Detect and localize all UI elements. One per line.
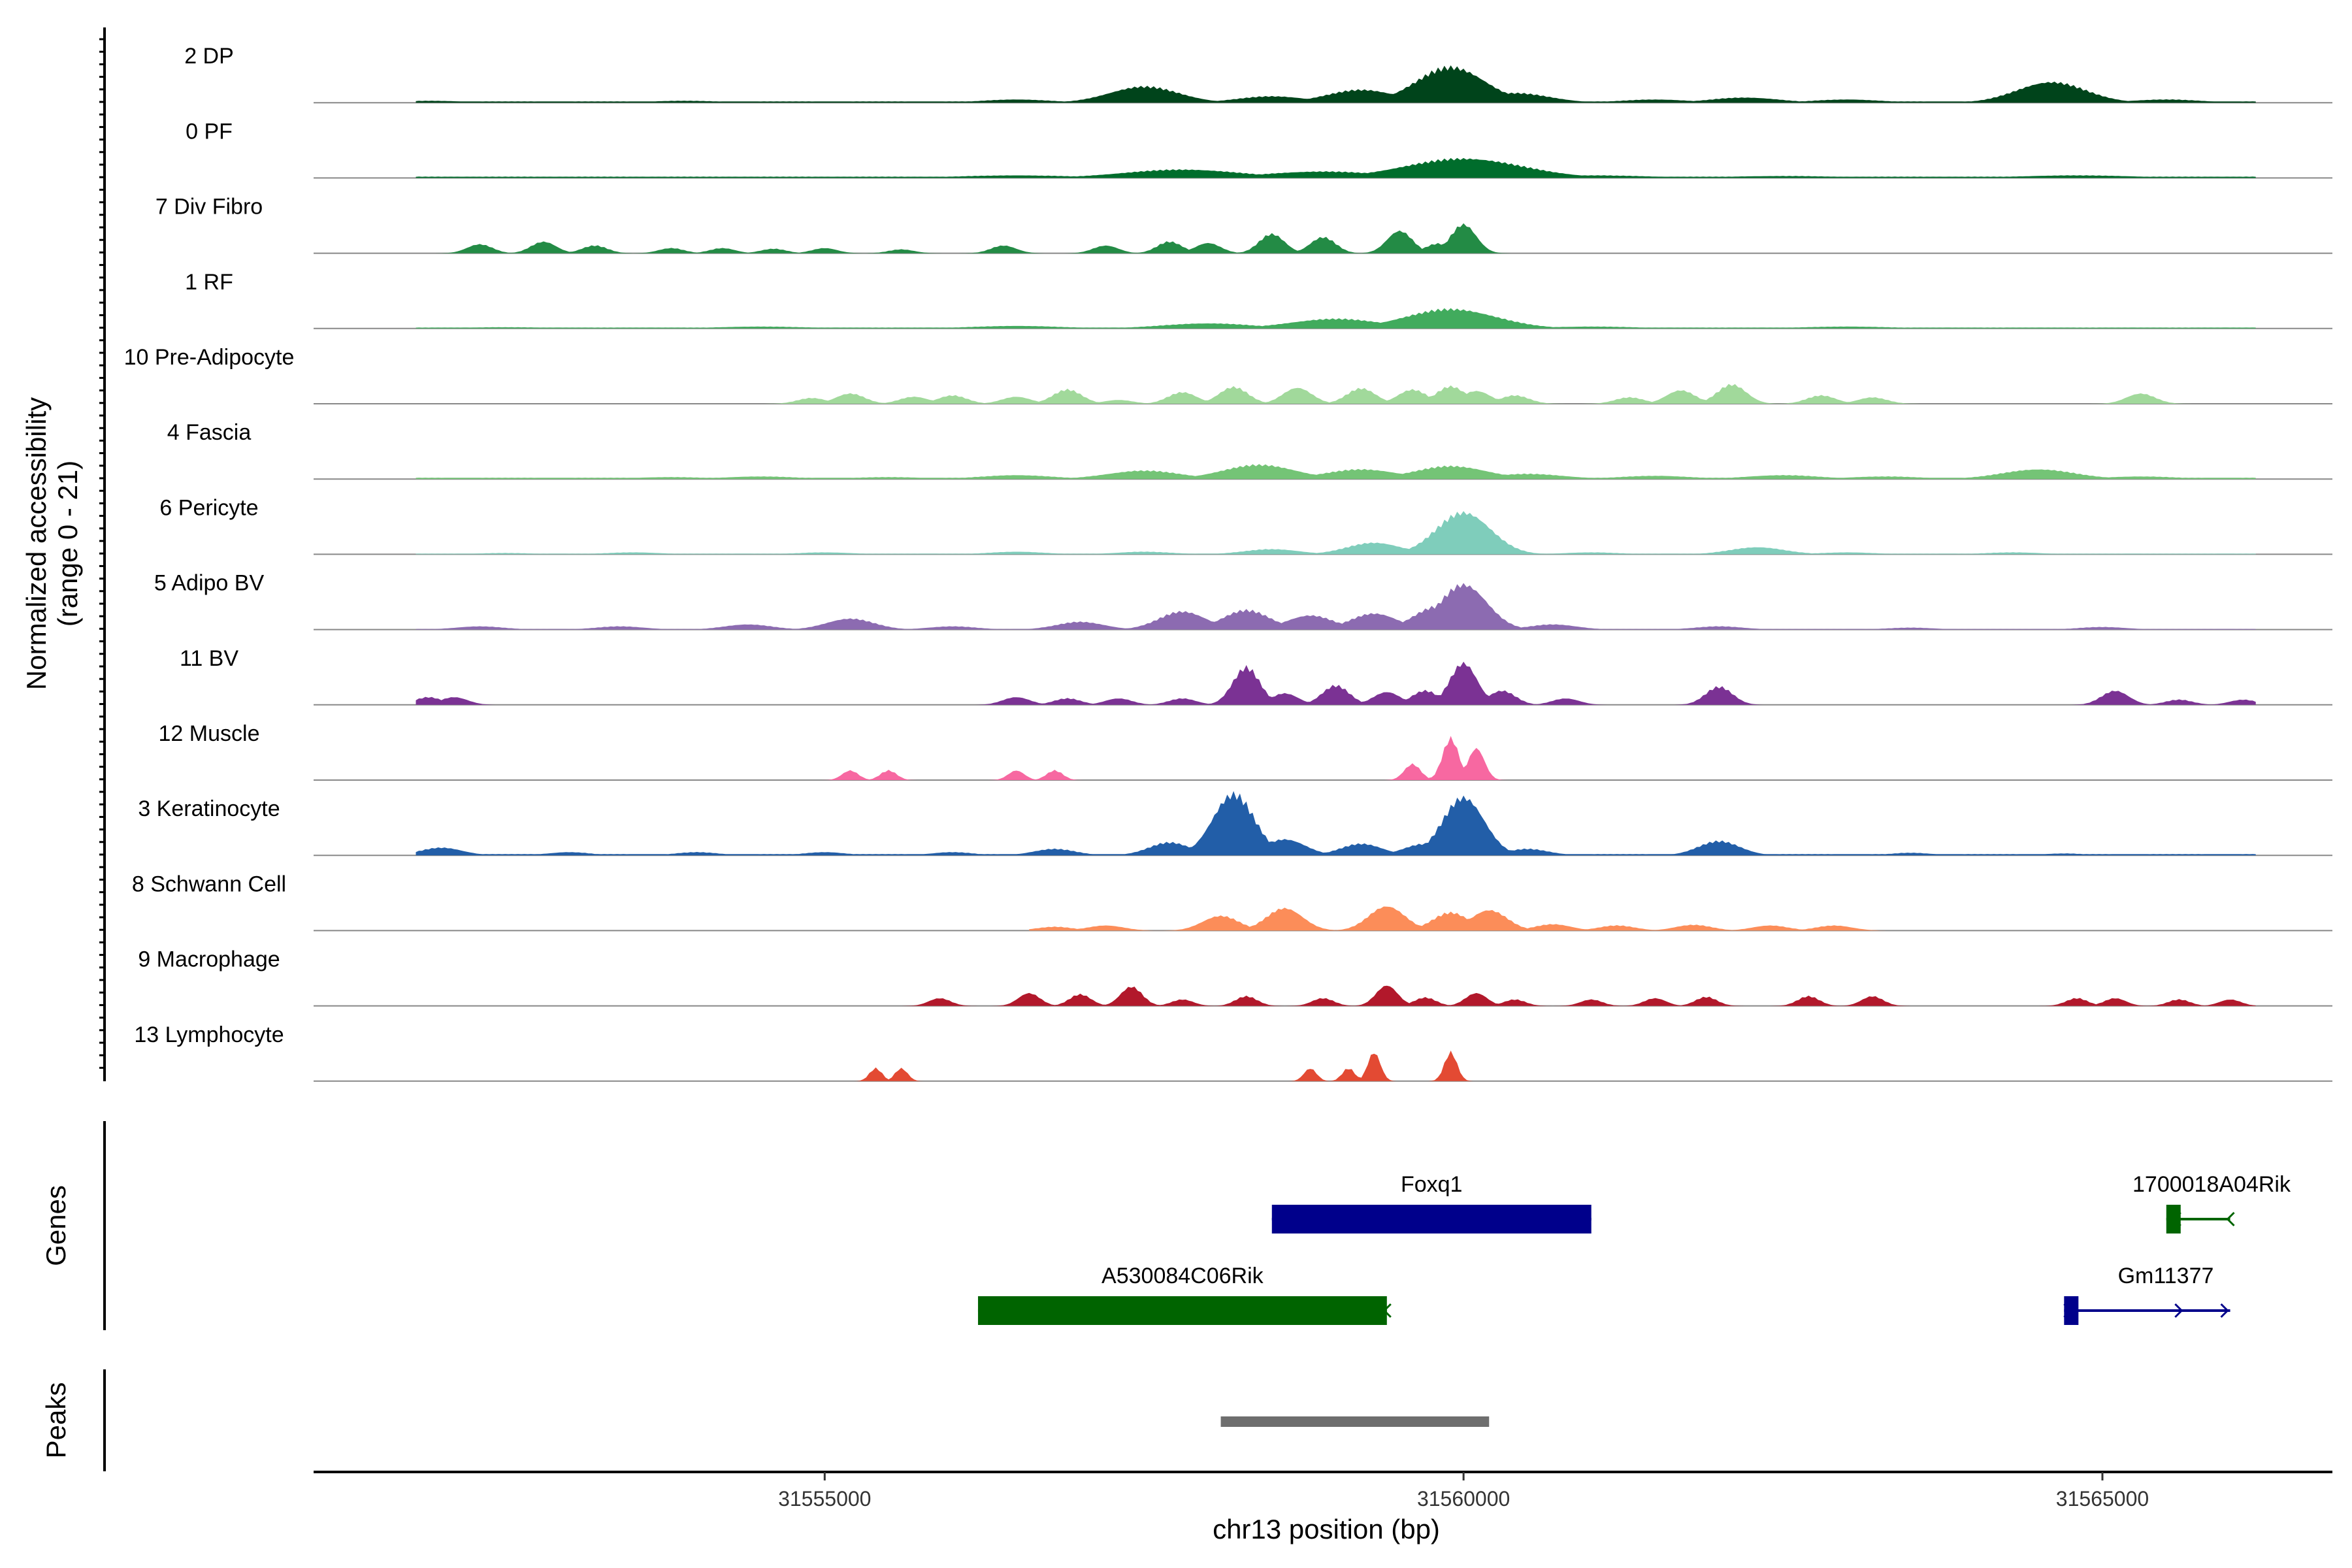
y-axis-range: (range 0 - 21) — [52, 461, 83, 627]
peaks-title: Peaks — [41, 1382, 71, 1459]
track-5-adipo-bv: 5 Adipo BV — [154, 571, 2332, 630]
track-label: 4 Fascia — [167, 420, 252, 445]
track-label: 8 Schwann Cell — [132, 872, 286, 896]
track-13-lymphocyte: 13 Lymphocyte — [134, 1022, 2332, 1082]
x-axis: 31555000 31560000 31565000 — [778, 1472, 2149, 1511]
tracks: 2 DP 0 PF 7 Div Fibro 1 RF 10 Pre-Adipocyte 4… — [124, 44, 2332, 1082]
strand-arrow — [2172, 1211, 2181, 1227]
track-label: 11 BV — [180, 646, 238, 671]
gene-a530084c06rik: A530084C06Rik — [977, 1264, 1392, 1325]
gene-label: 1700018A04Rik — [2132, 1172, 2291, 1197]
track-label: 3 Keratinocyte — [138, 796, 280, 821]
strand-arrow — [1581, 1211, 1590, 1227]
track-label: 9 Macrophage — [138, 947, 280, 972]
coverage-area — [1029, 906, 1886, 931]
strand-arrow — [1272, 1211, 1281, 1227]
gene-gm11377: Gm11377 — [2063, 1264, 2230, 1325]
coverage-area — [416, 65, 2256, 103]
gene-foxq1: Foxq1 — [1271, 1172, 1592, 1233]
coverage-area — [416, 583, 2256, 630]
x-tick-label: 31560000 — [1417, 1487, 1510, 1511]
track-label: 7 Div Fibro — [155, 195, 263, 220]
coverage-area — [416, 384, 2256, 404]
strand-arrow — [2174, 1303, 2183, 1318]
strand-arrow — [2220, 1303, 2229, 1318]
track-11-bv: 11 BV — [180, 646, 2332, 706]
track-6-pericyte: 6 Pericyte — [159, 495, 2332, 555]
gene-label: Foxq1 — [1401, 1172, 1463, 1197]
strand-arrow — [984, 1303, 994, 1318]
track-label: 0 PF — [186, 119, 233, 144]
gene-1700018a04rik: 1700018A04Rik — [2132, 1172, 2291, 1233]
coverage-area — [416, 223, 2256, 253]
track-3-keratinocyte: 3 Keratinocyte — [138, 791, 2332, 857]
track-0-pf: 0 PF — [186, 119, 2332, 179]
track-label: 12 Muscle — [159, 721, 260, 746]
coverage-area — [416, 736, 2256, 780]
track-label: 6 Pericyte — [159, 495, 258, 520]
y-axis — [99, 27, 106, 1081]
gene-exon — [1271, 1205, 1592, 1233]
gene-track: Foxq1 1700018A04Rik A530084C06Rik Gm11377 — [977, 1172, 2291, 1325]
track-10-pre-adipocyte: 10 Pre-Adipocyte — [124, 345, 2332, 404]
strand-arrow — [2226, 1211, 2235, 1227]
track-2-dp: 2 DP — [184, 44, 2332, 104]
coverage-area — [416, 511, 2256, 555]
track-9-macrophage: 9 Macrophage — [138, 947, 2332, 1007]
strand-arrow — [2063, 1303, 2072, 1318]
gene-label: A530084C06Rik — [1102, 1264, 1264, 1288]
coverage-area — [416, 464, 2256, 480]
y-axis-title: Normalized accessibility — [21, 397, 52, 690]
track-label: 5 Adipo BV — [154, 571, 265, 596]
track-label: 1 RF — [185, 270, 233, 295]
track-12-muscle: 12 Muscle — [159, 721, 2332, 781]
coverage-area — [416, 1051, 2256, 1081]
x-tick-label: 31555000 — [778, 1487, 871, 1511]
track-label: 13 Lymphocyte — [134, 1022, 284, 1047]
track-8-schwann-cell: 8 Schwann Cell — [132, 872, 2332, 932]
coverage-area — [416, 661, 2256, 705]
peak-region — [1220, 1416, 1490, 1427]
track-label: 10 Pre-Adipocyte — [124, 345, 295, 370]
track-label: 2 DP — [184, 44, 234, 69]
track-1-rf: 1 RF — [185, 270, 2332, 329]
x-axis-title: chr13 position (bp) — [1213, 1514, 1440, 1544]
genes-title: Genes — [41, 1185, 71, 1266]
coverage-area — [416, 308, 2256, 329]
peak-track — [1220, 1416, 1490, 1427]
gene-label: Gm11377 — [2118, 1264, 2214, 1288]
strand-arrow — [1382, 1303, 1392, 1318]
coverage-area — [416, 791, 2256, 856]
x-tick-label: 31565000 — [2056, 1487, 2149, 1511]
track-7-div-fibro: 7 Div Fibro — [155, 195, 2332, 254]
coverage-area — [416, 985, 2256, 1006]
coverage-area — [416, 157, 2256, 178]
track-4-fascia: 4 Fascia — [167, 420, 2332, 480]
gene-exon — [977, 1296, 1387, 1325]
